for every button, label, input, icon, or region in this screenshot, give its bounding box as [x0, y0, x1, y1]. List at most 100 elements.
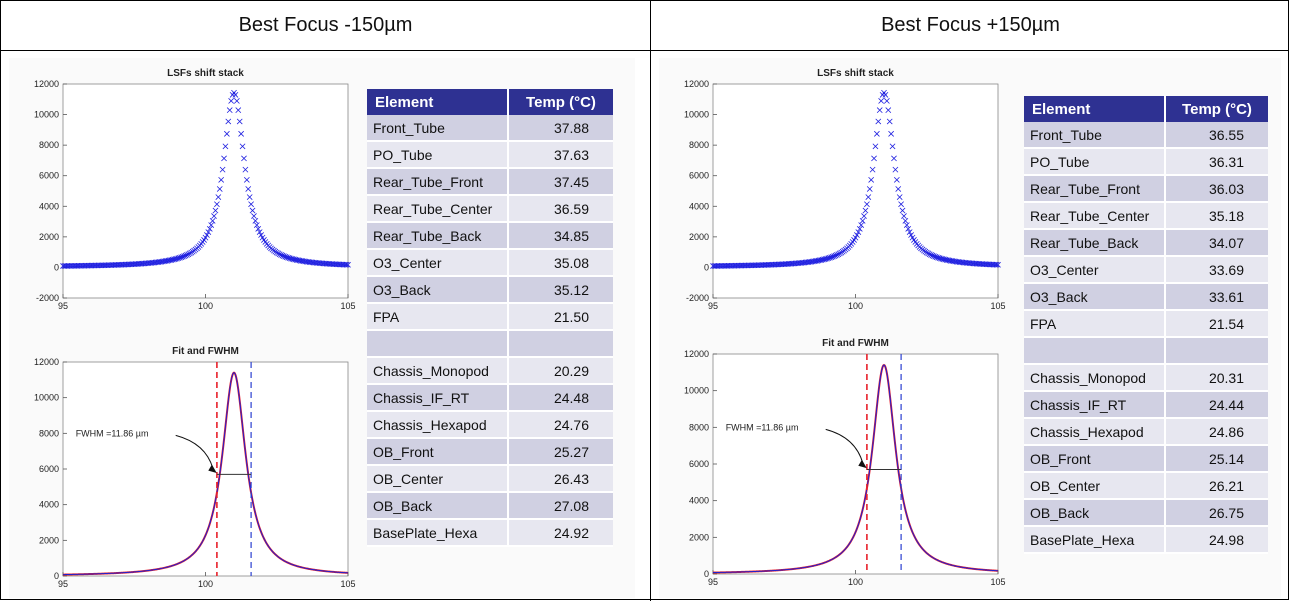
lsf-marker — [275, 250, 282, 257]
lsf-marker — [60, 263, 66, 269]
table-header-row: Element Temp (°C) — [367, 89, 613, 115]
temperature-cell: 25.27 — [507, 439, 613, 466]
fit-fwhm-chart-left: Fit and FWHM 0 2000 4000 6000 8000 10000 12000 9… — [34, 346, 356, 589]
temperature-cell: 36.03 — [1164, 176, 1268, 203]
lsf-marker — [886, 118, 893, 125]
element-name-cell: OB_Center — [367, 466, 507, 493]
lsf-marker — [854, 232, 860, 238]
table-row: BasePlate_Hexa 24.92 — [367, 520, 613, 547]
lsf-marker — [995, 261, 1001, 268]
lsf-marker — [859, 217, 866, 224]
lsf-marker — [896, 194, 903, 200]
lsf-marker — [901, 213, 907, 219]
lsf-marker — [906, 229, 913, 236]
annotation-arrow — [175, 434, 214, 469]
y-tick-label: 8000 — [39, 428, 59, 438]
element-name-cell: Front_Tube — [1024, 122, 1164, 149]
element-name-cell: OB_Back — [1024, 500, 1164, 527]
lsf-marker — [923, 249, 930, 256]
element-name-cell: Chassis_Monopod — [1024, 365, 1164, 392]
element-name-cell: Rear_Tube_Back — [367, 223, 507, 250]
lsf-marker — [715, 263, 722, 269]
x-tick-label: 95 — [58, 301, 68, 311]
chart-title: LSFs shift stack — [167, 68, 244, 79]
table-row: Rear_Tube_Front 36.03 — [1024, 176, 1268, 203]
y-tick-label: 12000 — [34, 79, 59, 89]
fit-fwhm-chart-right: Fit and FWHM 0 2000 4000 6000 8000 10000 12000 9… — [684, 338, 1006, 587]
lsf-marker — [243, 176, 250, 183]
column-header-element: Element — [1024, 96, 1164, 122]
element-name-cell — [367, 331, 507, 358]
lsf-shift-stack-chart-left: LSFs shift stack -2000 0 2000 4000 6000 8000 10… — [34, 68, 356, 311]
lsf-marker — [256, 229, 263, 236]
chart-title: Fit and FWHM — [172, 346, 239, 357]
lsf-marker — [223, 130, 230, 137]
element-name-cell — [1024, 338, 1164, 365]
lsf-marker — [832, 252, 839, 259]
temperature-cell: 24.44 — [1164, 392, 1268, 419]
temperature-cell: 24.86 — [1164, 419, 1268, 446]
temperature-cell: 34.85 — [507, 223, 613, 250]
lsf-marker — [855, 229, 862, 236]
element-name-cell: Chassis_Hexapod — [367, 412, 507, 439]
lsf-marker — [252, 217, 259, 224]
lsf-shift-stack-chart-right: LSFs shift stack -2000 0 2000 4000 6000 8000 10… — [684, 68, 1006, 311]
element-name-cell: Rear_Tube_Front — [1024, 176, 1164, 203]
annotation-arrowhead — [208, 464, 217, 474]
lsf-marker — [61, 263, 68, 269]
lsf-marker — [718, 263, 725, 269]
element-name-cell: OB_Center — [1024, 473, 1164, 500]
lsf-marker — [72, 262, 79, 269]
lsf-marker — [856, 225, 863, 232]
lsf-marker — [835, 251, 842, 258]
lsf-marker — [871, 155, 877, 162]
table-row: Chassis_Monopod 20.31 — [1024, 365, 1268, 392]
table-row: Chassis_IF_RT 24.48 — [367, 385, 613, 412]
lsf-marker — [249, 207, 256, 214]
temperature-cell — [507, 331, 613, 358]
lsf-marker — [218, 176, 225, 183]
y-tick-label: 2000 — [689, 232, 709, 242]
lsf-marker — [212, 207, 219, 214]
fit-curve-blue — [712, 364, 999, 574]
temperature-cell: 20.29 — [507, 358, 613, 385]
lsf-marker — [186, 250, 193, 257]
table-row: Rear_Tube_Center 35.18 — [1024, 203, 1268, 230]
table-row: FPA 21.54 — [1024, 311, 1268, 338]
lsf-marker — [233, 98, 240, 104]
lsf-marker — [219, 166, 226, 173]
temperature-cell: 24.92 — [507, 520, 613, 547]
lsf-marker — [239, 143, 246, 150]
element-name-cell: FPA — [1024, 311, 1164, 338]
table-row: OB_Center 26.43 — [367, 466, 613, 493]
y-tick-label: 10000 — [684, 386, 709, 396]
table-header-row: Element Temp (°C) — [1024, 96, 1268, 122]
lsf-marker — [77, 262, 83, 269]
table-row: Chassis_Hexapod 24.86 — [1024, 419, 1268, 446]
element-name-cell: O3_Back — [367, 277, 507, 304]
y-tick-label: 4000 — [689, 496, 709, 506]
lsf-marker — [255, 225, 262, 232]
lsf-marker — [836, 250, 843, 257]
x-tick-label: 100 — [848, 301, 863, 311]
y-tick-label: 10000 — [684, 110, 709, 120]
chart-title: LSFs shift stack — [817, 68, 894, 79]
lsf-marker — [862, 207, 869, 214]
annotation-arrowhead — [858, 459, 867, 469]
temperature-cell: 24.98 — [1164, 527, 1268, 554]
panel-header-plus: Best Focus +150µm — [881, 14, 1060, 36]
lsf-marker — [875, 118, 882, 125]
lsf-marker — [251, 213, 257, 219]
plot-area — [712, 353, 999, 575]
lsf-marker — [831, 253, 838, 260]
temperature-cell: 36.55 — [1164, 122, 1268, 149]
lsf-marker — [245, 186, 252, 192]
column-header-temp: Temp (°C) — [507, 89, 613, 115]
lsf-marker — [232, 91, 239, 98]
temperature-cell: 35.12 — [507, 277, 613, 304]
lsf-marker — [242, 166, 249, 173]
lsf-marker — [834, 252, 840, 258]
element-name-cell: FPA — [367, 304, 507, 331]
fit-curve-blue — [62, 372, 349, 576]
lsf-marker — [71, 262, 78, 269]
